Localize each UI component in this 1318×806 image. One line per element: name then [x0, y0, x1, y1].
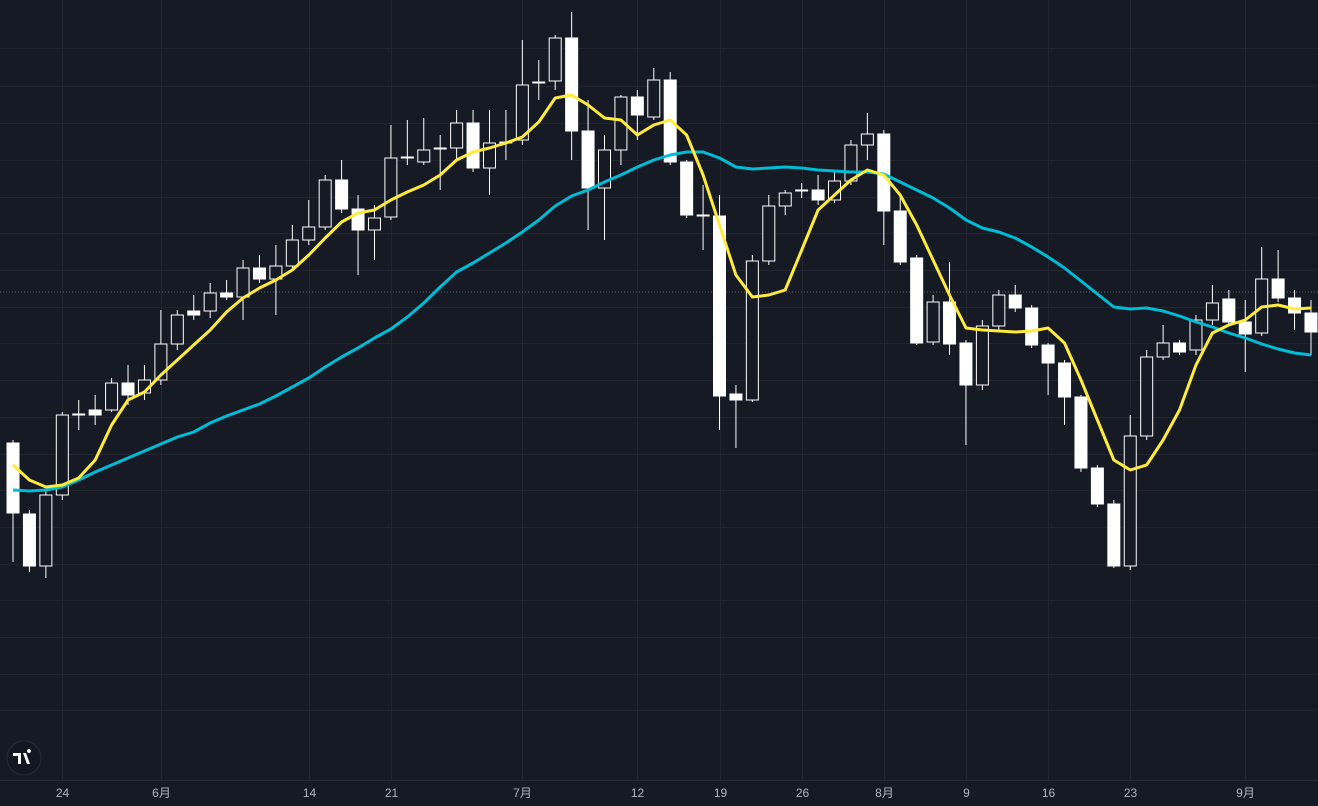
candle-body [121, 382, 135, 396]
candle-body [252, 267, 266, 280]
candle-body [1025, 307, 1039, 346]
candle-body [630, 96, 644, 116]
candle-body [811, 189, 825, 201]
candle-body [860, 133, 874, 146]
candle-body [1107, 503, 1121, 567]
candle-body [565, 37, 579, 132]
logo-circle[interactable] [6, 740, 42, 776]
candle-body [187, 310, 201, 316]
candle-body [647, 79, 661, 118]
candle-body [367, 217, 381, 231]
candle-body [1090, 467, 1104, 505]
candle-body [1140, 356, 1154, 437]
candle-body [926, 301, 940, 343]
candle-body [696, 214, 710, 217]
candle-body [203, 292, 217, 312]
candle-body [450, 122, 464, 149]
candle-body [581, 130, 595, 189]
x-tick-label: 9 [963, 786, 970, 800]
x-tick-label: 24 [56, 786, 70, 800]
candle-body [713, 215, 727, 397]
candle-body [39, 494, 53, 567]
candle-body [532, 81, 546, 84]
time-axis: 24 6月 14 21 7月 12 19 26 8月 9 16 23 9月 [56, 786, 1255, 800]
x-tick-label: 19 [714, 786, 728, 800]
x-tick-label: 8月 [875, 786, 894, 800]
candle-body [302, 226, 316, 241]
candle-body [548, 37, 562, 82]
candle-body [1074, 396, 1088, 469]
logo[interactable] [6, 740, 42, 776]
candle-body [1304, 312, 1318, 333]
candle-body [1238, 321, 1252, 335]
candle-body [88, 409, 102, 416]
x-tick-label: 9月 [1236, 786, 1255, 800]
candle-body [1008, 294, 1022, 309]
x-tick-label: 7月 [513, 786, 532, 800]
candle-body [466, 122, 480, 169]
x-tick-label: 14 [303, 786, 317, 800]
candle-body [680, 161, 694, 216]
x-tick-label: 26 [796, 786, 810, 800]
candle-body [1156, 342, 1170, 358]
candle-body [236, 267, 250, 298]
candle-body [1041, 344, 1055, 364]
x-tick-label: 23 [1124, 786, 1138, 800]
candle-body [335, 179, 349, 210]
candle-body [417, 149, 431, 163]
plot [0, 12, 1318, 578]
candle-body [762, 205, 776, 262]
candle-body [943, 301, 957, 345]
candle-body [170, 314, 184, 345]
candle-body [1205, 302, 1219, 321]
moving-average-line [12, 150, 1312, 493]
candle-body [893, 210, 907, 263]
candle-body [1058, 362, 1072, 398]
candle-body [959, 342, 973, 386]
x-tick-label: 12 [631, 786, 645, 800]
candle-body [1173, 342, 1187, 353]
candle-body [778, 192, 792, 207]
candle-body [433, 147, 447, 150]
x-tick-label: 6月 [152, 786, 171, 800]
candle-body [992, 294, 1006, 327]
candle-body [1271, 278, 1285, 299]
candle-body [1189, 319, 1203, 351]
candle-body [597, 149, 611, 189]
candle-body [220, 292, 234, 298]
candle-body [795, 189, 809, 192]
candle-body [1123, 435, 1137, 567]
candle-body [384, 157, 398, 218]
candle-body [745, 260, 759, 401]
candle-body [55, 414, 69, 496]
candle-body [910, 257, 924, 344]
x-tick-label: 16 [1042, 786, 1056, 800]
candle-body [975, 325, 989, 386]
candle-body [729, 393, 743, 401]
candle-body [1288, 297, 1302, 314]
candle-body [105, 382, 119, 411]
candle-body [1222, 298, 1236, 323]
candle-body [285, 239, 299, 267]
candle-body [400, 156, 414, 159]
moving-average-line [11, 93, 1312, 489]
candle-body [515, 84, 529, 141]
candle-body [318, 179, 332, 228]
candle-body [22, 513, 36, 567]
candle-body [844, 144, 858, 182]
candle-body [6, 442, 20, 514]
logo-mark[interactable] [13, 749, 32, 764]
x-tick-label: 21 [385, 786, 399, 800]
candle-body [72, 413, 86, 416]
